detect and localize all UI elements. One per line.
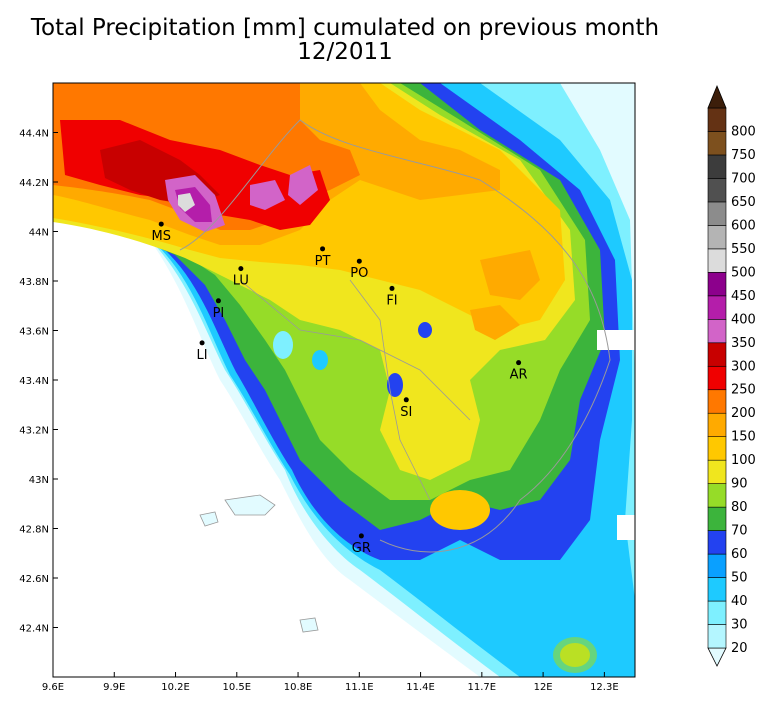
y-tick-label: 43.6N [19, 327, 49, 338]
colorbar-box [707, 201, 727, 226]
x-tick-label: 12.3E [590, 682, 619, 693]
city-label-pt: PT [315, 254, 331, 269]
colorbar-box [707, 248, 727, 273]
colorbar-box [707, 389, 727, 414]
colorbar-label: 800 [731, 124, 756, 139]
city-dot-po [356, 258, 362, 264]
y-tick-label: 42.4N [19, 624, 49, 635]
colorbar-label: 30 [731, 618, 748, 633]
colorbar-label: 90 [731, 477, 748, 492]
city-dot-pi [215, 298, 221, 304]
colorbar-box [707, 483, 727, 508]
x-tick-label: 9.6E [42, 682, 64, 693]
colorbar-box [707, 459, 727, 484]
colorbar-label: 350 [731, 336, 756, 351]
x-axis-ticks: 9.6E 9.9E 10.2E 10.5E 10.8E 11.1E 11.4E 11.7E 12… [42, 672, 619, 693]
x-tick-label: 9.9E [103, 682, 125, 693]
colorbar-box [707, 319, 727, 344]
colorbar-label: 80 [731, 500, 748, 515]
city-markers: MS LU PT PO PI FI LI AR SI GR [151, 221, 528, 556]
y-tick-label: 43N [29, 475, 49, 486]
x-tick-label: 11.1E [345, 682, 374, 693]
colorbar-label: 300 [731, 359, 756, 374]
colorbar-label: 600 [731, 218, 756, 233]
colorbar-label: 60 [731, 547, 748, 562]
city-label-ms: MS [151, 229, 170, 244]
city-label-ar: AR [510, 368, 528, 383]
map-plot-area [53, 83, 635, 677]
colorbar-box [707, 530, 727, 555]
colorbar-box [707, 131, 727, 156]
colorbar-label: 150 [731, 430, 756, 445]
colorbar-box [707, 412, 727, 437]
city-label-pi: PI [213, 306, 225, 321]
colorbar-box [707, 365, 727, 391]
colorbar-label: 550 [731, 242, 756, 257]
map-title: Total Precipitation [mm] cumulated on pr… [0, 16, 690, 64]
y-tick-label: 42.6N [19, 574, 49, 585]
title-line-1: Total Precipitation [mm] cumulated on pr… [30, 15, 660, 41]
city-dot-pt [320, 246, 326, 252]
x-tick-label: 10.2E [161, 682, 190, 693]
city-dot-gr [358, 533, 364, 539]
city-label-gr: GR [352, 541, 371, 556]
colorbar-box [707, 272, 727, 297]
colorbar-label: 700 [731, 171, 756, 186]
colorbar-box [707, 107, 727, 132]
colorbar-label: 70 [731, 524, 748, 539]
colorbar-box [707, 577, 727, 602]
title-line-2: 12/2011 [297, 39, 393, 65]
colorbar-min-triangle [707, 647, 727, 667]
city-dot-fi [389, 285, 395, 291]
colorbar-label: 650 [731, 195, 756, 210]
city-label-si: SI [400, 405, 412, 420]
colorbar-box [707, 342, 727, 367]
y-axis-ticks: 44.4N 44.2N 44N 43.8N 43.6N 43.4N 43.2N 43N 42.8… [19, 129, 58, 635]
x-tick-label: 10.5E [222, 682, 251, 693]
colorbar-label: 40 [731, 594, 748, 609]
x-tick-label: 11.4E [406, 682, 435, 693]
city-label-fi: FI [386, 293, 397, 308]
city-dot-li [199, 340, 205, 346]
city-dot-si [403, 397, 409, 403]
colorbar-label: 450 [731, 289, 756, 304]
y-tick-label: 43.8N [19, 277, 49, 288]
colorbar-label: 400 [731, 312, 756, 327]
y-tick-label: 43.2N [19, 426, 49, 437]
y-tick-label: 42.8N [19, 525, 49, 536]
colorbar-label: 50 [731, 571, 748, 586]
colorbar-box [707, 506, 727, 531]
colorbar-label: 250 [731, 383, 756, 398]
colorbar-label: 100 [731, 453, 756, 468]
colorbar-max-triangle [707, 84, 727, 109]
city-dot-ar [516, 360, 522, 366]
colorbar-label: 500 [731, 265, 756, 280]
colorbar-legend: 20 30 40 50 60 70 80 90 100 150 200 250 300 350 400 450… [707, 84, 756, 667]
city-dot-ms [158, 221, 164, 227]
y-tick-label: 44N [29, 228, 49, 239]
colorbar-label: 750 [731, 148, 756, 163]
colorbar-box [707, 600, 727, 625]
colorbar-box [707, 178, 727, 203]
colorbar-box [707, 436, 727, 461]
x-tick-label: 12E [534, 682, 553, 693]
colorbar-label: 200 [731, 406, 756, 421]
colorbar-box [707, 295, 727, 320]
x-tick-label: 11.7E [468, 682, 497, 693]
y-tick-label: 44.4N [19, 129, 49, 140]
city-dot-lu [238, 266, 244, 272]
city-label-po: PO [350, 266, 368, 281]
colorbar-box [707, 624, 727, 649]
colorbar-box [707, 154, 727, 179]
y-tick-label: 43.4N [19, 376, 49, 387]
city-label-lu: LU [233, 274, 249, 289]
city-label-li: LI [197, 348, 208, 363]
colorbar-label: 20 [731, 641, 748, 656]
colorbar-box [707, 225, 727, 250]
colorbar-box [707, 553, 727, 578]
x-tick-label: 10.8E [284, 682, 313, 693]
y-tick-label: 44.2N [19, 178, 49, 189]
